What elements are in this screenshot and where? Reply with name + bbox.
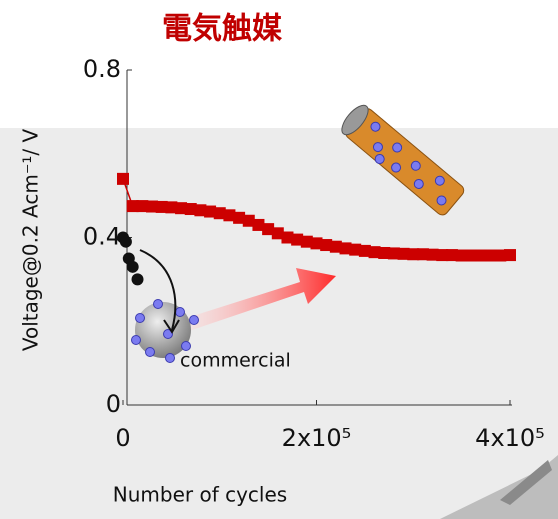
point: [127, 261, 139, 273]
point: [132, 273, 144, 285]
x-tick-label: 2x10⁵: [282, 424, 352, 452]
x-tick-label: 0: [115, 424, 130, 452]
annotation: commercial: [180, 350, 291, 372]
y-tick-label: 0.4: [83, 223, 121, 251]
point: [504, 249, 516, 261]
y-axis-label: Voltage@0.2 Acm⁻¹/ V: [19, 129, 43, 352]
x-axis-label: Number of cycles: [113, 483, 287, 507]
x-tick-label: 4x10⁵: [475, 424, 545, 452]
slide-panel: [0, 128, 558, 519]
chart: 電気触媒 Number of cycles Voltage@0.2 Acm⁻¹/…: [0, 0, 558, 519]
y-tick-label: 0: [106, 390, 121, 418]
y-tick-label: 0.8: [83, 55, 121, 83]
chart-title: 電気触媒: [162, 12, 283, 47]
point: [117, 173, 129, 185]
point: [120, 236, 132, 248]
